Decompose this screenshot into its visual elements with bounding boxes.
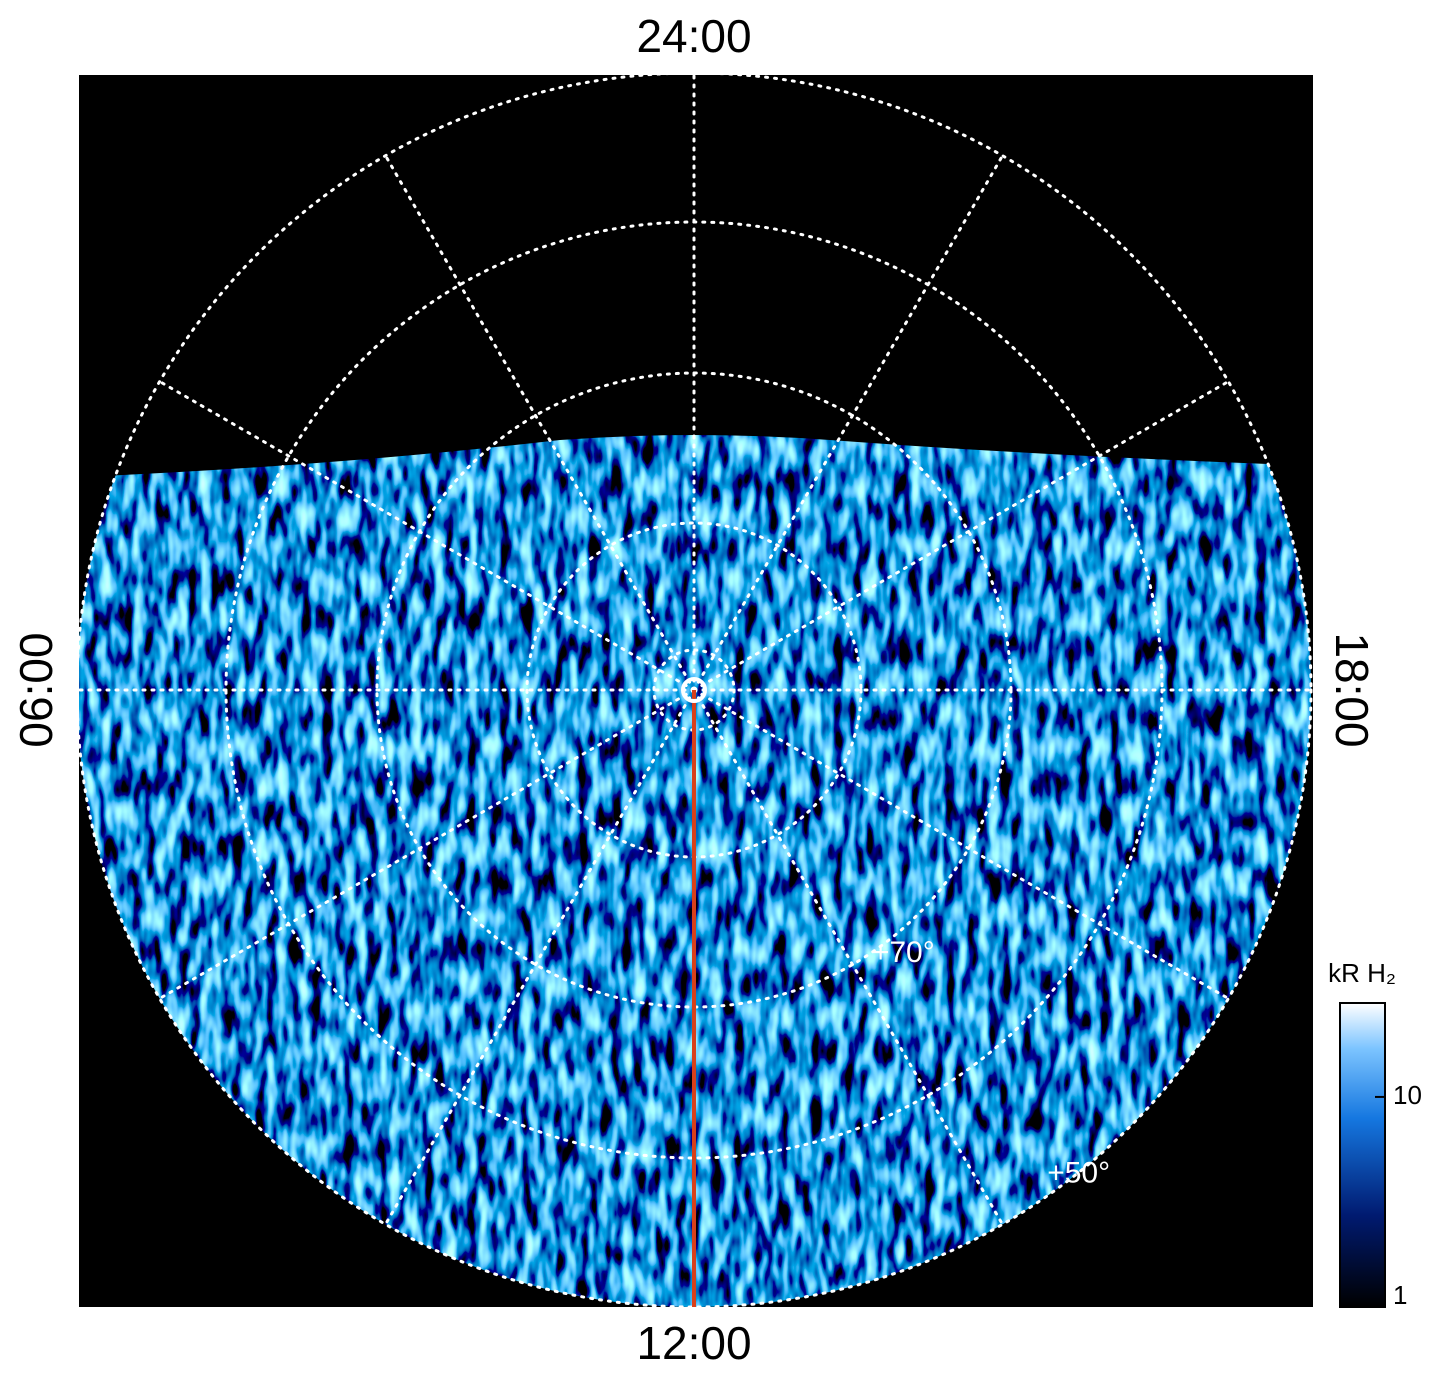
local-time-label: 12:00	[636, 1317, 751, 1369]
local-time-label: 06:00	[10, 632, 62, 747]
local-time-label: 18:00	[1326, 632, 1378, 747]
meridian-line	[692, 154, 1004, 692]
meridian-line	[692, 688, 1004, 1226]
colorbar-tick-label: 10	[1393, 1080, 1422, 1110]
colorbar-title: kR H₂	[1328, 958, 1396, 988]
pole-marker	[681, 677, 707, 703]
latitude-label: +70°	[872, 936, 935, 969]
meridian-line	[692, 380, 1230, 692]
local-time-label: 24:00	[636, 10, 751, 62]
latitude-circle	[75, 71, 1313, 1309]
meridian-line	[384, 154, 696, 692]
meridian-line	[158, 380, 696, 692]
colorbar-tick-label: 1	[1393, 1280, 1407, 1310]
latitude-label: +50°	[1047, 1157, 1110, 1190]
colorbar	[1339, 1002, 1386, 1308]
meridian-line	[384, 688, 696, 1226]
meridian-line	[692, 688, 1230, 1000]
meridian-line	[158, 688, 696, 1000]
